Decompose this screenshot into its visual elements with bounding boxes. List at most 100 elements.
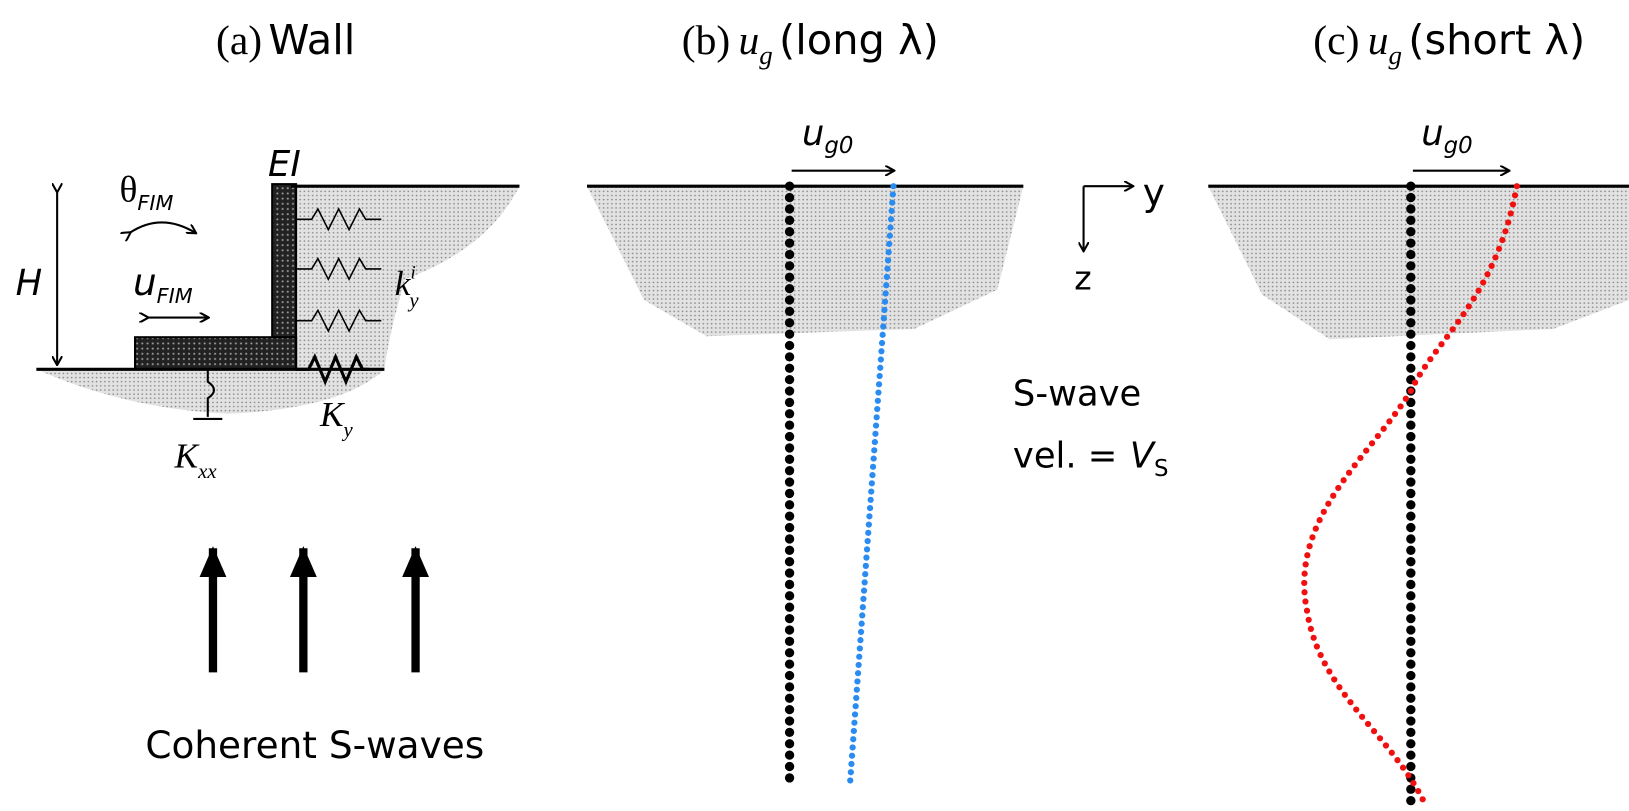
dot xyxy=(1341,691,1348,698)
dot xyxy=(863,554,870,561)
wave-line2: vel. = VS xyxy=(1013,436,1169,482)
dot xyxy=(859,612,866,619)
dot xyxy=(1492,254,1499,261)
dot xyxy=(877,364,884,371)
dot xyxy=(865,521,872,528)
dot xyxy=(784,181,795,191)
dot xyxy=(784,409,795,419)
dot xyxy=(1507,210,1514,217)
axis-y: y xyxy=(1143,170,1165,214)
label: u xyxy=(739,17,760,63)
dot xyxy=(1406,693,1416,703)
dot xyxy=(784,682,795,692)
dot xyxy=(1301,570,1308,577)
dot xyxy=(854,678,861,685)
dot xyxy=(1406,568,1416,578)
dot xyxy=(849,744,856,751)
label: u xyxy=(802,113,824,154)
dot xyxy=(1406,352,1416,362)
dot xyxy=(1305,616,1312,623)
dot xyxy=(1406,522,1416,533)
dot xyxy=(1406,204,1416,214)
dot xyxy=(1406,602,1416,612)
label: (short λ) xyxy=(1408,16,1585,64)
dot xyxy=(784,670,795,681)
dot xyxy=(784,613,795,624)
dot xyxy=(784,204,795,214)
label: k xyxy=(395,264,412,303)
dot xyxy=(883,273,890,281)
dot xyxy=(784,727,795,738)
dot xyxy=(1432,348,1439,355)
dot xyxy=(1427,356,1434,363)
dot xyxy=(1470,295,1477,302)
dot xyxy=(784,557,795,567)
dot xyxy=(853,686,860,693)
dot xyxy=(784,488,795,499)
dot xyxy=(876,372,883,380)
dot xyxy=(863,546,871,553)
dot xyxy=(1443,333,1451,340)
dot xyxy=(784,192,795,203)
dot xyxy=(1331,676,1338,683)
dot xyxy=(1513,183,1520,190)
dot xyxy=(1376,735,1384,742)
dot xyxy=(1406,534,1416,544)
dot xyxy=(1406,727,1416,738)
dot xyxy=(784,272,795,282)
dot xyxy=(1416,371,1423,378)
dot xyxy=(784,340,795,351)
dot xyxy=(784,295,795,305)
label: g xyxy=(1389,40,1402,70)
dot xyxy=(784,374,795,385)
dot xyxy=(784,477,795,487)
label: g xyxy=(759,40,772,70)
dot xyxy=(1301,589,1308,596)
dot xyxy=(880,315,887,322)
dot xyxy=(1406,545,1416,555)
dot xyxy=(868,480,875,487)
dot xyxy=(857,628,865,636)
dot xyxy=(1345,469,1353,476)
dot xyxy=(1406,340,1416,351)
label: u xyxy=(1368,17,1389,63)
dot xyxy=(784,386,795,396)
dot xyxy=(784,511,795,521)
dot xyxy=(1370,728,1378,735)
dotted-profile xyxy=(847,183,897,784)
dot xyxy=(1406,181,1416,191)
label: (b) xyxy=(682,17,730,64)
dot xyxy=(857,637,864,644)
dot xyxy=(784,249,795,260)
dot xyxy=(1406,238,1416,248)
dot xyxy=(872,422,880,429)
dot xyxy=(784,602,795,612)
dot xyxy=(784,659,795,669)
dotted-profile xyxy=(1301,183,1520,803)
dot xyxy=(784,443,795,453)
title-a: (a) Wall xyxy=(216,16,355,64)
label: g0 xyxy=(824,133,853,159)
dot xyxy=(847,769,854,776)
dot xyxy=(1406,306,1416,317)
dot xyxy=(1406,750,1416,760)
dot xyxy=(866,513,873,520)
dot xyxy=(1406,454,1416,464)
dot xyxy=(1402,395,1409,402)
dot xyxy=(1320,508,1327,515)
dot xyxy=(848,760,855,768)
dot xyxy=(784,579,795,590)
dot xyxy=(1335,484,1342,492)
dot xyxy=(1397,403,1404,410)
label: (a) xyxy=(216,17,262,64)
label: xx xyxy=(197,461,217,483)
dot xyxy=(873,414,880,421)
dot xyxy=(1499,237,1506,244)
dot xyxy=(869,471,876,479)
dot xyxy=(1304,552,1311,559)
dot xyxy=(1358,713,1366,720)
k-label: ki y xyxy=(395,262,420,312)
label: u xyxy=(133,260,157,304)
dot xyxy=(1406,227,1416,237)
dot xyxy=(784,739,795,749)
